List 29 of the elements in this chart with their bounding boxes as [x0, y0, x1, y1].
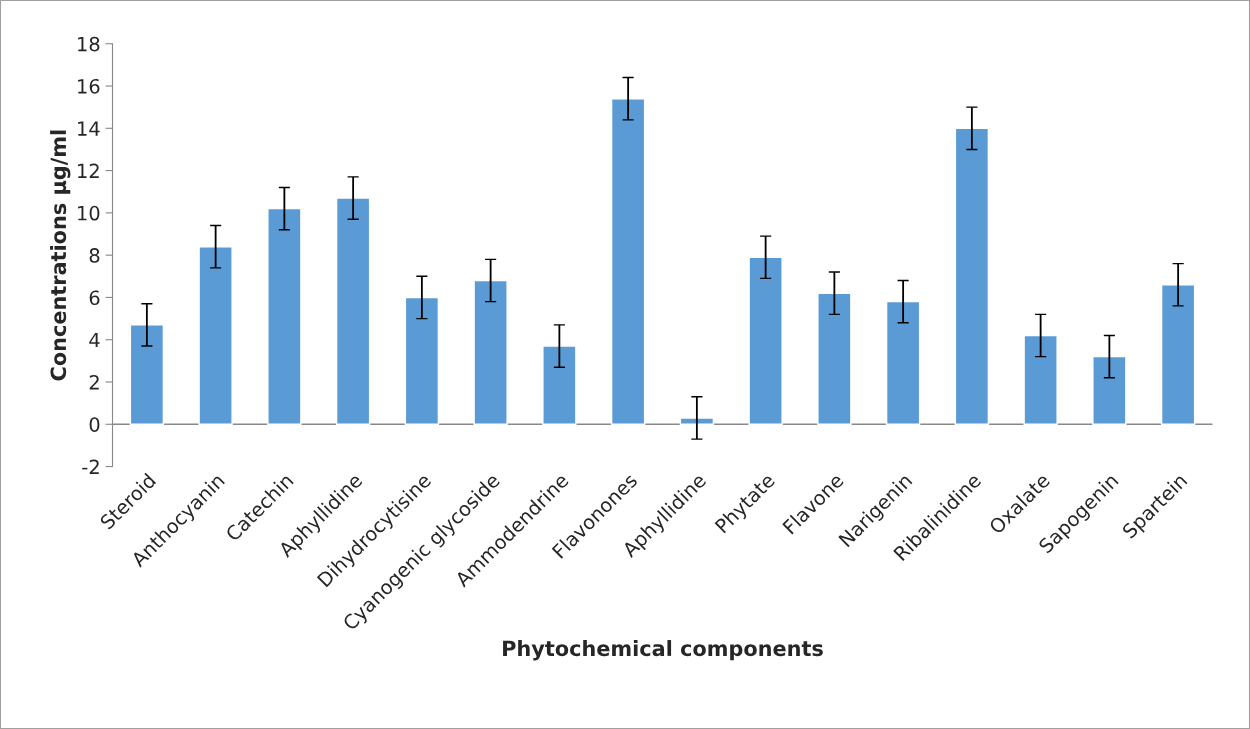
bar	[885, 300, 921, 425]
y-tick-label: 0	[89, 417, 100, 432]
y-tick-label: 10	[78, 205, 100, 221]
bar	[610, 98, 646, 425]
bar	[1160, 284, 1196, 425]
bar	[954, 127, 990, 425]
bar	[1023, 334, 1058, 425]
bar	[198, 245, 233, 425]
y-axis-title: Concentrations µg/ml	[50, 130, 71, 381]
y-tick-label: 16	[78, 78, 100, 94]
bar	[129, 324, 165, 425]
y-tick-label: 4	[89, 332, 100, 348]
y-tick-label: 6	[89, 290, 100, 306]
bar	[542, 345, 577, 425]
y-tick-label: 2	[89, 374, 99, 390]
bar	[679, 417, 715, 425]
bar	[1092, 355, 1127, 425]
x-axis-title: Phytochemical components	[503, 640, 823, 661]
y-tick-label: 8	[89, 248, 100, 263]
bar	[335, 197, 371, 425]
y-tick-label: 14	[78, 121, 100, 136]
bar	[267, 207, 302, 425]
bar	[473, 279, 508, 425]
bar	[748, 256, 783, 425]
y-tick-label: 12	[78, 163, 99, 178]
y-tick-label: 18	[78, 36, 100, 52]
y-tick-label: -2	[82, 459, 99, 474]
bar	[817, 292, 852, 425]
bar	[404, 296, 440, 425]
